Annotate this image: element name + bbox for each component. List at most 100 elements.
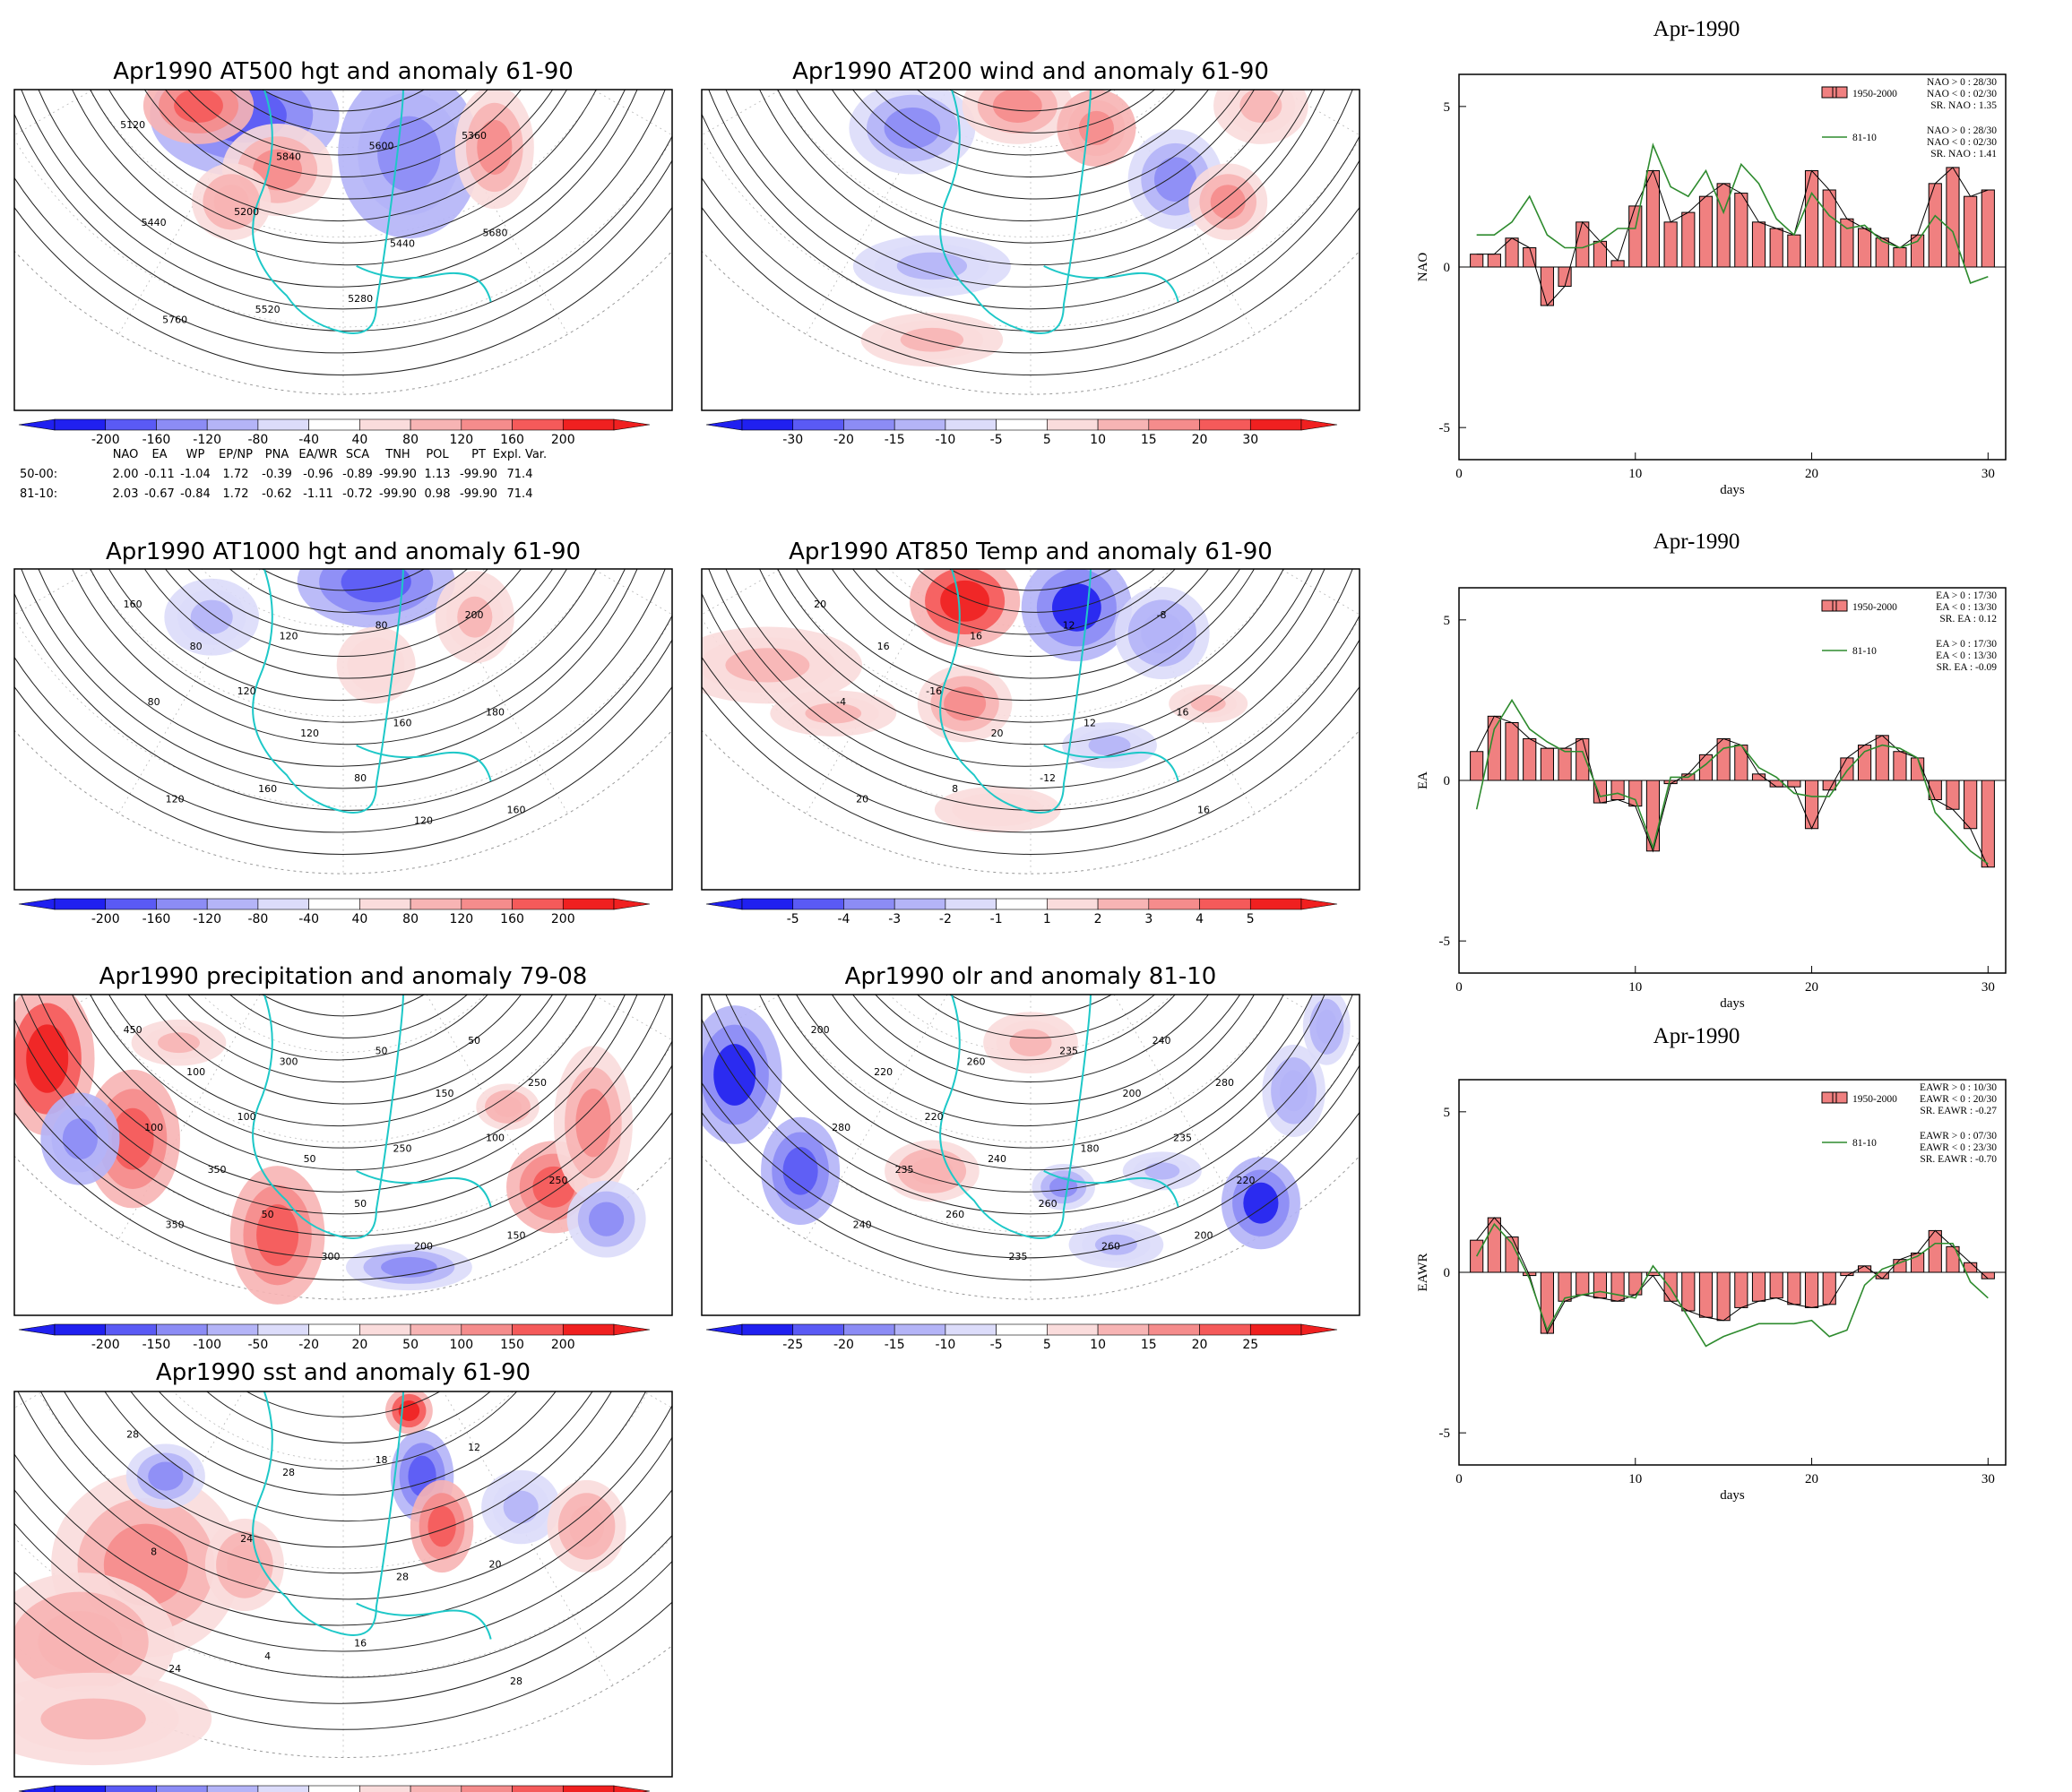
y-tick-label: 0	[1444, 261, 1451, 275]
contour-label: 5440	[390, 237, 415, 249]
colorbar-segment	[512, 898, 564, 910]
contour-label: 28	[126, 1429, 139, 1441]
contour-line	[72, 569, 626, 745]
colorbar-segment	[410, 418, 462, 431]
contour-label: 350	[208, 1164, 227, 1176]
coastline	[356, 265, 492, 303]
colorbar-tick-label: -100	[193, 1338, 221, 1352]
contour-label: 220	[874, 1066, 893, 1078]
bar	[1981, 189, 1995, 268]
contour-label: 50	[376, 1046, 388, 1057]
bar	[1751, 1271, 1766, 1302]
contour-label: 235	[1059, 1046, 1078, 1057]
colorbar-segment	[1047, 418, 1099, 431]
colorbar-segment	[1148, 898, 1200, 910]
colorbar-segment	[54, 1323, 107, 1336]
contour-line	[38, 995, 638, 1193]
bar	[1628, 1271, 1643, 1296]
contour-line	[875, 90, 1176, 156]
contour-label: 16	[1177, 707, 1189, 719]
bar	[1911, 234, 1925, 268]
colorbar-segment	[105, 898, 157, 910]
contour-label: 12	[1063, 620, 1075, 632]
contour-line	[948, 90, 1113, 112]
contour-label: 240	[853, 1219, 872, 1231]
anomaly-shading	[503, 1490, 539, 1524]
legend-stat: EAWR > 0 : 07/30	[1920, 1131, 1997, 1142]
contour-line	[40, 1391, 646, 1574]
bar	[1540, 747, 1554, 781]
contour-label: 5200	[234, 206, 259, 218]
contour-label: 16	[970, 630, 982, 642]
contour-label: 16	[877, 641, 890, 652]
contour-label: 50	[262, 1209, 274, 1220]
colorbar-segment	[512, 1323, 564, 1336]
contour-line	[14, 1560, 672, 1704]
bar	[1769, 1271, 1783, 1299]
colorbar-segment	[1148, 1323, 1200, 1336]
bar	[1540, 266, 1554, 306]
contour-label: 300	[322, 1251, 341, 1262]
contour-line	[831, 90, 1241, 200]
legend-label: 1950-2000	[1852, 89, 1897, 99]
bar	[1470, 254, 1484, 268]
contour-line	[796, 569, 1255, 702]
colorbar: -5 -4 -3 -2 -1 1 2 3 4 5	[705, 898, 1338, 926]
x-tick-label: 30	[1981, 1472, 1995, 1486]
contour-label: 120	[414, 814, 433, 826]
legend-stat: SR. NAO : 1.35	[1930, 100, 1997, 111]
contour-line	[14, 1522, 672, 1678]
x-tick-label: 0	[1455, 467, 1463, 481]
contour-label: 16	[354, 1638, 367, 1650]
colorbar-segment	[945, 418, 997, 431]
contour-line	[261, 995, 426, 1017]
colorbar-tick-label: -5	[990, 433, 1003, 447]
colorbar-extension	[18, 418, 56, 431]
contour-label: 120	[166, 794, 185, 806]
colorbar-extension	[1300, 1323, 1338, 1336]
series-line	[1475, 1222, 1989, 1348]
anomaly-shading	[398, 1400, 420, 1421]
y-tick-label: 0	[1444, 1266, 1451, 1280]
colorbar-segment	[1249, 1323, 1302, 1336]
contour-line	[261, 569, 426, 591]
chart-title: Apr-1990	[1653, 530, 1740, 554]
colorbar-segment	[156, 898, 208, 910]
bar	[1769, 228, 1783, 268]
anomaly-shading	[725, 648, 810, 683]
colorbar-tick-label: 200	[551, 912, 575, 926]
bar	[1698, 195, 1714, 268]
bar	[1822, 1271, 1836, 1305]
contour-line	[165, 90, 522, 177]
contour-line	[725, 995, 1325, 1193]
legend-label: 81-10	[1852, 133, 1877, 143]
contour-line	[702, 638, 1360, 833]
colorbar-tick-label: 10	[1090, 433, 1106, 447]
contour-line	[38, 569, 638, 767]
contour-label: 5600	[369, 141, 394, 152]
contour-line	[852, 995, 1209, 1082]
bar	[1857, 228, 1872, 268]
bar	[1893, 247, 1907, 268]
colorbar-segment	[1249, 898, 1302, 910]
colorbar-segment	[410, 1323, 462, 1336]
colorbar-segment	[54, 1785, 107, 1792]
bar	[1576, 737, 1590, 781]
colorbar-tick-label: -5	[990, 1338, 1003, 1352]
contour-label: 20	[991, 728, 1004, 739]
colorbar-segment	[359, 418, 411, 431]
colorbar-segment	[1097, 898, 1150, 910]
colorbar: -30 -20 -15 -10 -5 5 10 15 20 30	[705, 418, 1338, 447]
contour-label: 120	[300, 728, 319, 739]
colorbar-tick-label: -160	[142, 912, 171, 926]
contour-label: 100	[186, 1066, 205, 1078]
map-meridian	[443, 1391, 614, 1686]
contour-line	[194, 707, 482, 995]
anomaly-shading	[1144, 1162, 1180, 1180]
colorbar-segment	[1148, 418, 1200, 431]
table-cell: -1.04	[180, 468, 211, 481]
contour-label: 200	[1195, 1229, 1213, 1241]
contour-line	[831, 995, 1241, 1105]
colorbar-segment	[562, 1785, 615, 1792]
colorbar-tick-label: -10	[935, 433, 955, 447]
